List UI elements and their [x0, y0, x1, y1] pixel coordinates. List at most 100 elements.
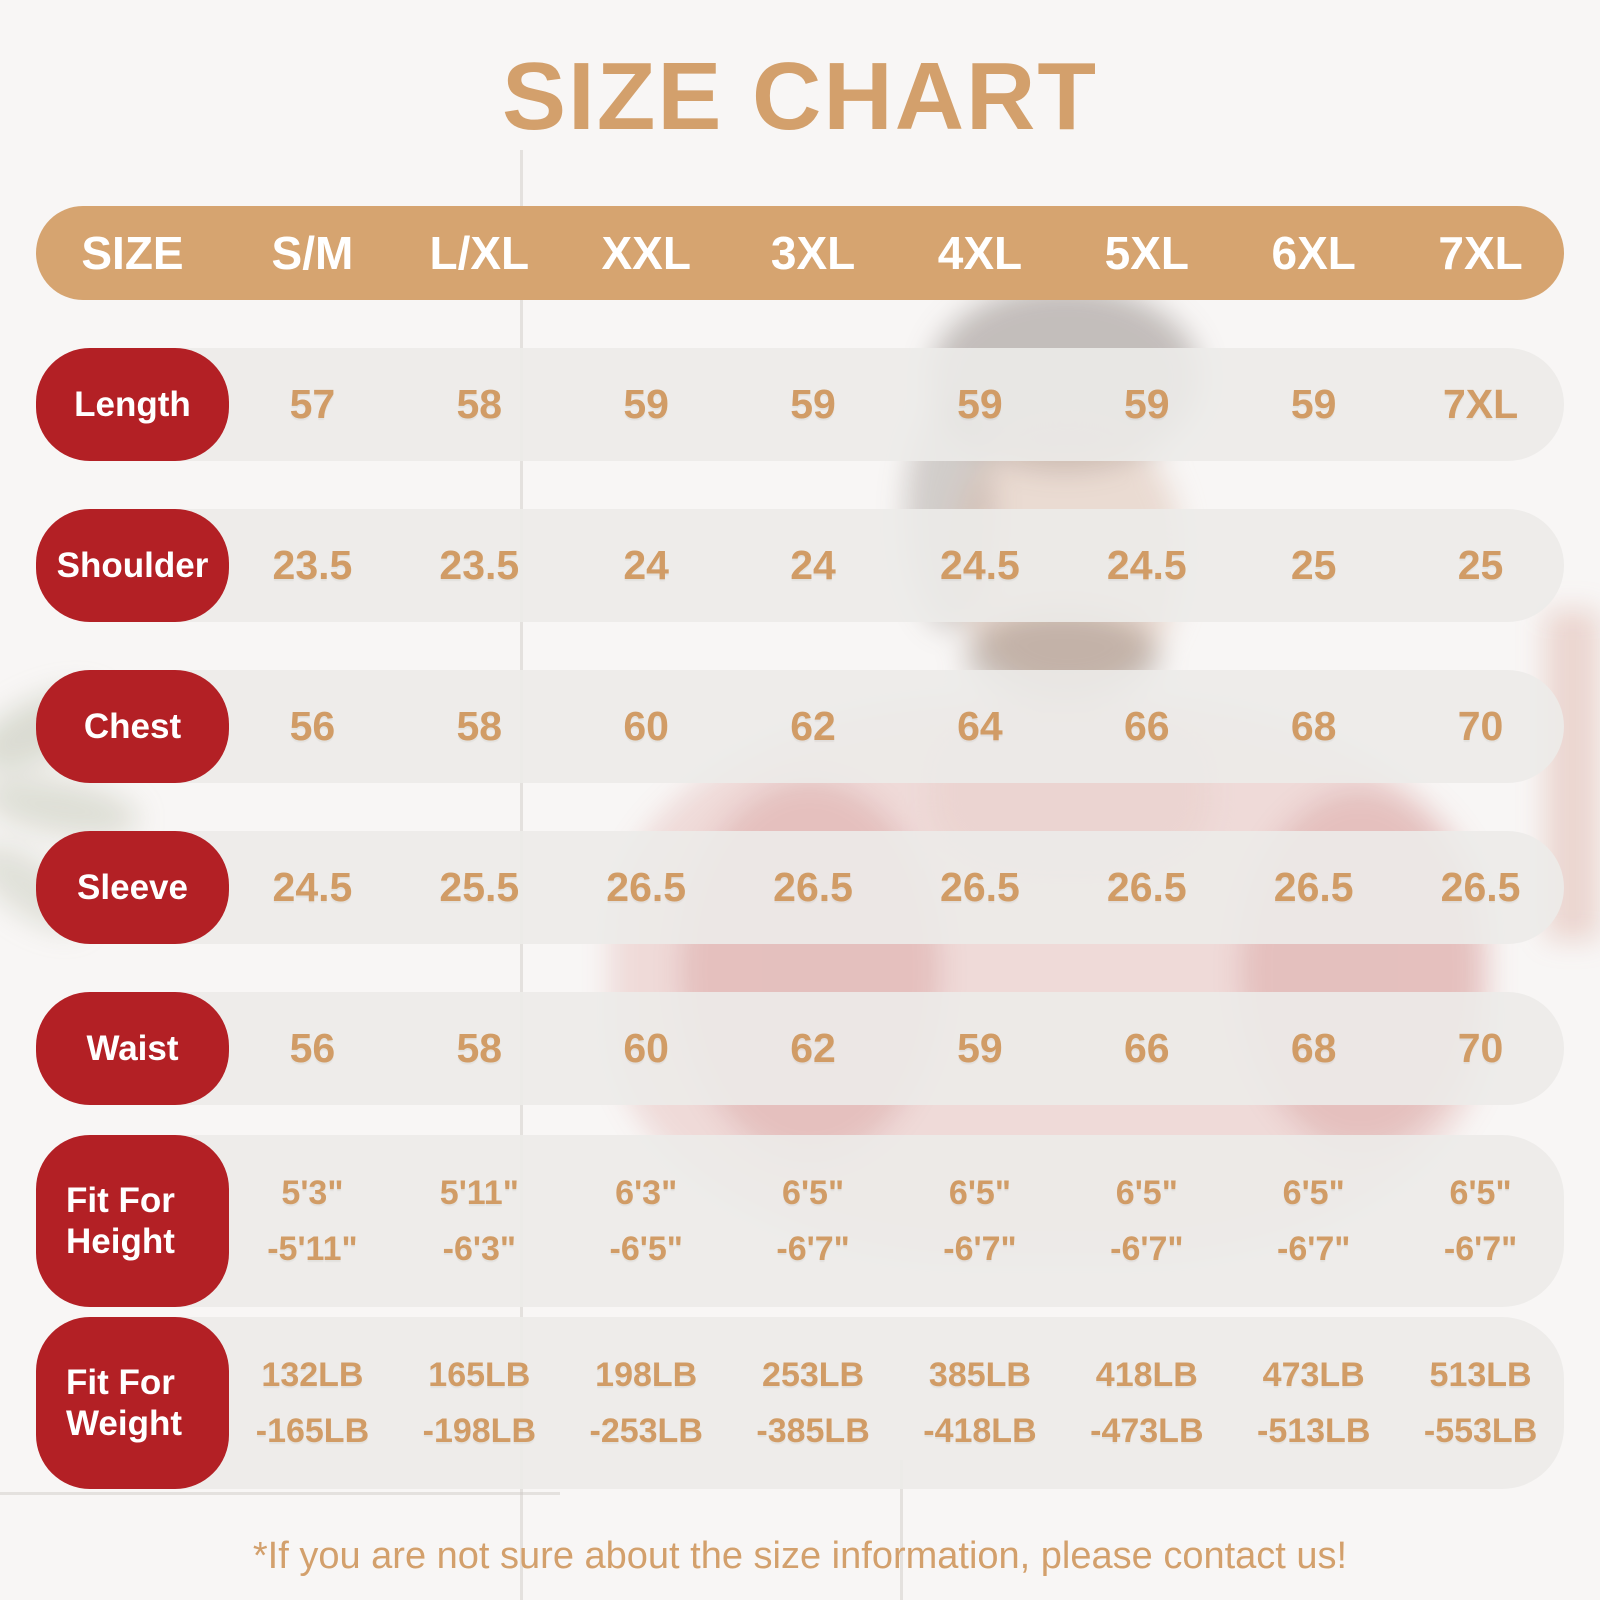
size-value-cell: 23.5 [272, 542, 353, 588]
size-value-cell: 60 [623, 1025, 669, 1071]
size-value-cell: 60 [623, 703, 669, 749]
size-value-cell: 24.5 [1106, 542, 1187, 588]
header-cell-size: SIZE [81, 227, 184, 279]
range-min: 132LB [261, 1355, 364, 1394]
size-range-cell: 253LB -385LB [730, 1347, 897, 1459]
range-max: -385LB [756, 1412, 870, 1450]
size-value-cell: 26.5 [1106, 864, 1187, 910]
size-value-cell: 57 [289, 381, 336, 427]
range-max: -6'7" [943, 1230, 1017, 1268]
size-value-cell: 70 [1457, 1025, 1504, 1071]
size-value-cell: 25.5 [439, 864, 520, 910]
range-min: 385LB [928, 1355, 1031, 1394]
size-value-cell: 23.5 [439, 542, 520, 588]
row-label-pill: Fit For Weight [36, 1317, 229, 1489]
header-cell-5xl: 5XL [1104, 227, 1189, 279]
range-min: 6'5" [1449, 1173, 1512, 1212]
size-value-cell: 66 [1124, 1025, 1170, 1071]
range-max: -6'3" [442, 1230, 516, 1268]
header-cell-xxl: XXL [601, 227, 691, 279]
size-header-row: SIZE S/M L/XL XXL 3XL 4XL 5XL 6XL 7XL [36, 206, 1564, 300]
size-range-cell: 473LB -513LB [1230, 1347, 1397, 1459]
size-value-cell: 59 [1290, 381, 1337, 427]
size-value-cell: 25 [1290, 542, 1337, 588]
size-range-cell: 198LB -253LB [563, 1347, 730, 1459]
range-max: -513LB [1257, 1412, 1371, 1450]
header-cell-4xl: 4XL [937, 227, 1023, 279]
size-value-cell: 59 [790, 381, 836, 427]
size-value-cell: 59 [1124, 381, 1170, 427]
contact-footnote: *If you are not sure about the size info… [252, 1535, 1348, 1577]
range-max: -253LB [589, 1412, 703, 1450]
size-value-cell: 58 [456, 703, 503, 749]
size-range-cell: 5'3" -5'11" [229, 1165, 396, 1277]
size-value-cell: 7XL [1442, 381, 1519, 427]
header-cell-7xl: 7XL [1438, 227, 1523, 279]
range-max: -473LB [1090, 1412, 1204, 1450]
range-max: -6'7" [776, 1230, 850, 1268]
range-min: 6'5" [782, 1173, 845, 1212]
header-cell-3xl: 3XL [770, 227, 856, 279]
size-value-cell: 26.5 [940, 864, 1020, 910]
range-min: 513LB [1429, 1355, 1532, 1394]
size-range-cell: 6'5" -6'7" [1230, 1165, 1397, 1277]
header-cell-6xl: 6XL [1271, 227, 1356, 279]
row-label-pill: Waist [36, 992, 229, 1105]
size-range-cell: 385LB -418LB [897, 1347, 1064, 1459]
row-label-pill: Sleeve [36, 831, 229, 944]
range-min: 253LB [762, 1355, 865, 1394]
range-max: -198LB [422, 1412, 536, 1450]
size-value-cell: 59 [623, 381, 669, 427]
range-min: 418LB [1095, 1355, 1198, 1394]
range-min: 198LB [595, 1355, 698, 1394]
range-max: -6'7" [1443, 1230, 1518, 1268]
table-row-shoulder: Shoulder 23.5 23.5 24 24 24.5 24.5 25 25 [36, 509, 1564, 622]
range-max: -553LB [1423, 1412, 1538, 1450]
table-row-sleeve: Sleeve 24.5 25.5 26.5 26.5 26.5 26.5 26.… [36, 831, 1564, 944]
range-min: 5'3" [281, 1173, 344, 1212]
size-value-cell: 26.5 [1273, 864, 1354, 910]
size-value-cell: 24.5 [940, 542, 1020, 588]
size-range-cell: 132LB -165LB [229, 1347, 396, 1459]
size-range-cell: 6'5" -6'7" [1397, 1165, 1564, 1277]
size-value-cell: 24.5 [272, 864, 353, 910]
range-max: -418LB [923, 1412, 1037, 1450]
size-value-cell: 26.5 [773, 864, 853, 910]
range-min: 6'5" [1282, 1173, 1345, 1212]
page-title: SIZE CHART [502, 43, 1098, 150]
size-value-cell: 62 [790, 703, 836, 749]
size-value-cell: 26.5 [606, 864, 687, 910]
size-value-cell: 62 [790, 1025, 836, 1071]
range-max: -6'7" [1277, 1230, 1351, 1268]
size-range-cell: 5'11" -6'3" [396, 1165, 563, 1277]
size-value-cell: 24 [623, 542, 669, 588]
size-value-cell: 59 [957, 1025, 1003, 1071]
row-label-pill: Chest [36, 670, 229, 783]
table-row-waist: Waist 56 58 60 62 59 66 68 70 [36, 992, 1564, 1105]
size-range-cell: 418LB -473LB [1063, 1347, 1230, 1459]
range-min: 6'5" [948, 1173, 1011, 1212]
row-label-pill: Shoulder [36, 509, 229, 622]
size-range-cell: 513LB -553LB [1397, 1347, 1564, 1459]
size-value-cell: 56 [289, 1025, 336, 1071]
size-range-cell: 165LB -198LB [396, 1347, 563, 1459]
range-min: 165LB [428, 1355, 531, 1394]
size-value-cell: 26.5 [1440, 864, 1521, 910]
background-wall-line [0, 1492, 560, 1495]
size-value-cell: 58 [456, 1025, 503, 1071]
size-range-cell: 6'3" -6'5" [563, 1165, 730, 1277]
table-row-chest: Chest 56 58 60 62 64 66 68 70 [36, 670, 1564, 783]
size-range-cell: 6'5" -6'7" [897, 1165, 1064, 1277]
table-row-length: Length 57 58 59 59 59 59 59 7XL [36, 348, 1564, 461]
table-row-fit-for-weight: Fit For Weight 132LB -165LB 165LB -198LB… [36, 1317, 1564, 1489]
size-value-cell: 24 [790, 542, 836, 588]
size-range-cell: 6'5" -6'7" [1063, 1165, 1230, 1277]
size-value-cell: 66 [1124, 703, 1170, 749]
size-value-cell: 56 [289, 703, 336, 749]
range-max: -5'11" [267, 1230, 358, 1268]
range-max: -6'5" [609, 1230, 683, 1268]
range-max: -6'7" [1110, 1230, 1184, 1268]
size-value-cell: 58 [456, 381, 503, 427]
